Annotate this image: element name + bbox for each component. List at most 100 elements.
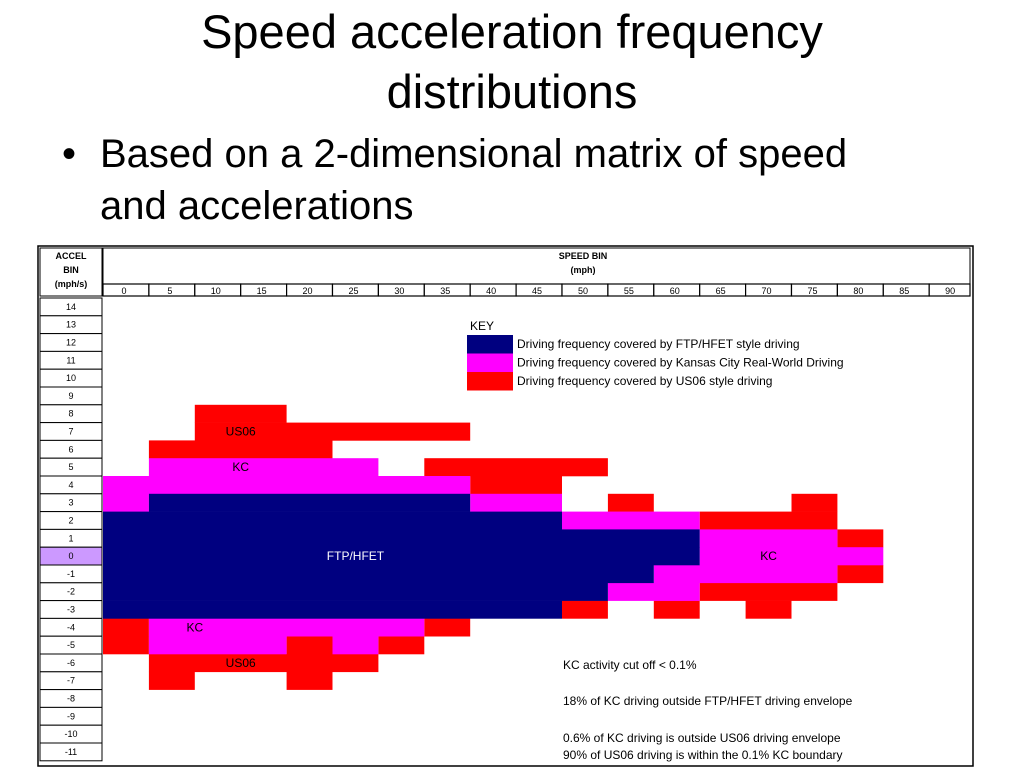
kc-region-cell: [607, 582, 700, 601]
accel-header-label: (mph/s): [55, 279, 88, 289]
accel-bin-label: 8: [68, 409, 73, 419]
regions-layer: [103, 404, 884, 690]
accel-bin-label: 13: [66, 320, 76, 330]
speed-bin-label: 0: [121, 286, 126, 296]
accel-bin-label: 2: [68, 516, 73, 526]
key-item-label: Driving frequency covered by Kansas City…: [517, 356, 844, 370]
us06-region-cell: [148, 671, 195, 690]
bullet-text: Based on a 2-dimensional matrix of speed…: [100, 128, 980, 232]
us06-region-cell: [699, 582, 838, 601]
accel-bin-label: -8: [67, 694, 75, 704]
accel-bin-label: -10: [64, 729, 77, 739]
accel-bin-label: 6: [68, 444, 73, 454]
kc-region-cell: [470, 493, 562, 512]
kc-region-cell: [699, 547, 884, 566]
key-item-label: Driving frequency covered by FTP/HFET st…: [517, 337, 800, 351]
bullet-line-1: Based on a 2-dimensional matrix of speed: [100, 132, 848, 176]
accel-bin-label: 11: [66, 355, 75, 365]
kc-region-cell: [103, 476, 471, 495]
speed-bin-label: 85: [899, 286, 909, 296]
kc-region-cell: [148, 636, 287, 655]
us06-region-cell: [653, 600, 700, 619]
us06-region-cell: [378, 636, 425, 655]
speed-bin-label: 90: [945, 286, 955, 296]
us06-region-cell: [148, 654, 379, 673]
us06-region-cell: [837, 565, 884, 584]
speed-bin-label: 40: [486, 286, 496, 296]
bullet-dot-icon: •: [62, 132, 77, 176]
text-layer: 14131211109876543210-1-2-3-4-5-6-7-8-9-1…: [55, 251, 955, 762]
kc-region-cell: [699, 529, 838, 548]
speed-bin-label: 55: [624, 286, 634, 296]
us06-region-cell: [103, 618, 149, 637]
speed-bin-label: 15: [257, 286, 267, 296]
accel-bin-label: 3: [68, 498, 73, 508]
us06-region-cell: [745, 600, 792, 619]
accel-bin-label: 10: [66, 373, 76, 383]
ftp-region-cell: [103, 529, 700, 548]
accel-bin-label: 7: [68, 427, 73, 437]
kc-region-cell: [103, 493, 149, 512]
accel-bin-label: -11: [65, 747, 77, 757]
speed-bin-label: 10: [211, 286, 221, 296]
us06-region-cell: [562, 600, 608, 619]
speed-header-label: SPEED BIN: [559, 251, 608, 261]
us06-region-cell: [424, 458, 608, 477]
kc-region-cell: [148, 618, 425, 637]
accel-header-label: BIN: [63, 265, 79, 275]
note-text: 18% of KC driving outside FTP/HFET drivi…: [563, 694, 853, 708]
speed-bin-label: 5: [167, 286, 172, 296]
speed-bin-label: 45: [532, 286, 542, 296]
note-text: 0.6% of KC driving is outside US06 drivi…: [563, 731, 841, 745]
bullet-line-2: and accelerations: [100, 184, 414, 228]
speed-bin-label: 25: [348, 286, 358, 296]
region-label: KC: [186, 620, 203, 634]
key-swatch: [467, 335, 513, 354]
accel-bin-label: 5: [68, 462, 73, 472]
us06-region-cell: [148, 440, 333, 459]
speed-bin-label: 30: [394, 286, 404, 296]
speed-bin-label: 75: [807, 286, 817, 296]
speed-bin-label: 70: [762, 286, 772, 296]
accel-bin-label: -7: [67, 676, 75, 686]
accel-bin-label: 14: [66, 302, 76, 312]
speed-bin-cell: [928, 283, 971, 297]
grid-layer: [39, 247, 971, 762]
speed-header-label: (mph): [571, 265, 596, 275]
us06-region-cell: [103, 636, 149, 655]
accel-bin-label: 1: [68, 533, 73, 543]
us06-region-cell: [194, 404, 287, 423]
accel-bin-label: -2: [67, 587, 75, 597]
kc-region-cell: [148, 458, 379, 477]
us06-region-cell: [607, 493, 654, 512]
kc-region-cell: [653, 565, 838, 584]
us06-region-cell: [699, 511, 838, 530]
kc-region-cell: [562, 511, 700, 530]
region-label: US06: [226, 425, 256, 439]
speed-bin-label: 35: [440, 286, 450, 296]
title-line-2: distributions: [386, 65, 638, 118]
ftp-region-cell: [103, 547, 700, 566]
speed-header-cell: [102, 247, 971, 285]
speed-bin-label: 50: [578, 286, 588, 296]
slide-title: Speed acceleration frequency distributio…: [0, 2, 1024, 122]
accel-header-cell: [39, 247, 103, 297]
note-text: KC activity cut off < 0.1%: [563, 658, 697, 672]
accel-bin-cell: [39, 742, 103, 762]
key-swatch: [467, 353, 513, 372]
us06-region-cell: [470, 476, 562, 495]
us06-region-cell: [194, 422, 471, 441]
accel-bin-label: -4: [67, 622, 75, 632]
accel-bin-label: -9: [67, 711, 75, 721]
region-label: KC: [760, 549, 777, 563]
key-item-label: Driving frequency covered by US06 style …: [517, 374, 772, 388]
ftp-region-cell: [148, 493, 471, 512]
kc-region-cell: [332, 636, 379, 655]
accel-bin-label: 0: [68, 551, 73, 561]
accel-bin-label: -5: [67, 640, 75, 650]
note-text: 90% of US06 driving is within the 0.1% K…: [563, 748, 843, 762]
speed-bin-label: 80: [853, 286, 863, 296]
region-label: US06: [226, 656, 256, 670]
key-swatch: [467, 372, 513, 391]
